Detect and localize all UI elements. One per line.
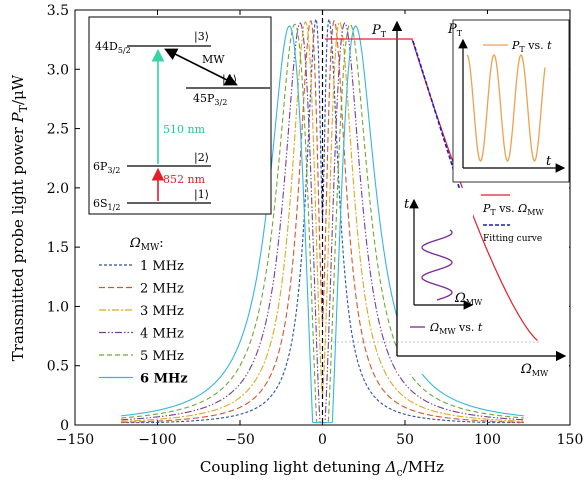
- ket-1: |1⟩: [194, 188, 209, 202]
- inset-fit-label: Fitting curve: [483, 234, 542, 244]
- legend-label: 3 MHz: [140, 304, 184, 319]
- y-axis-label: Transmitted probe light power PT/μW: [9, 74, 30, 361]
- y-tick-label: 3.0: [47, 62, 69, 78]
- transition-510: 510 nm: [163, 123, 206, 136]
- inset-top-y-label: PT: [447, 22, 463, 38]
- legend-title: ΩMW:: [129, 236, 164, 253]
- level-label-45P: 45P3/2: [193, 92, 227, 107]
- inset-top-x-label: t: [546, 154, 552, 169]
- y-tick-label: 0: [60, 418, 69, 434]
- ket-2: |2⟩: [194, 151, 209, 165]
- ket-3: |3⟩: [194, 30, 209, 44]
- ket-4: |4⟩: [222, 73, 237, 87]
- inset-top-legend-label: PT vs. t: [511, 39, 552, 54]
- legend-label: 4 MHz: [140, 327, 184, 342]
- legend-label: 5 MHz: [140, 349, 184, 364]
- inset-pt-vs-t: PT t PT vs. t: [447, 19, 570, 183]
- inset-x-label: ΩMW: [520, 362, 549, 378]
- inset-bottom-legend-label: ΩMW vs. t: [429, 321, 483, 336]
- legend-label: 6 MHz: [140, 372, 188, 387]
- y-tick-label: 1.0: [47, 299, 69, 315]
- inset-bottom-y-label: t: [404, 197, 410, 212]
- inset-y-label: PT: [371, 23, 387, 39]
- inset-top-curve: [466, 54, 546, 162]
- mw-arrow: [164, 48, 238, 86]
- x-tick-label: 100: [474, 432, 501, 448]
- y-tick-label: 2.5: [47, 122, 69, 138]
- y-tick-label: 0.5: [47, 359, 69, 375]
- legend: ΩMW: 1 MHz 2 MHz 3 MHz 4 MHz 5 MHz 6 MHz: [99, 236, 188, 387]
- x-axis-label: Coupling light detuning Δc/MHz: [200, 458, 444, 479]
- transition-852: 852 nm: [163, 173, 206, 186]
- transition-mw: MW: [202, 53, 225, 66]
- energy-level-inset: 44D5/2 45P3/2 6P3/2 6S1/2 |3⟩ |4⟩ |2⟩ |1…: [88, 16, 272, 215]
- level-label-6S: 6S1/2: [93, 197, 120, 212]
- level-label-6P: 6P3/2: [93, 160, 120, 175]
- x-tick-label: −50: [225, 432, 255, 448]
- series-line: [121, 19, 524, 423]
- level-label-44D: 44D5/2: [95, 40, 131, 55]
- x-tick-label: 150: [557, 432, 584, 448]
- inset-curve-label: PT vs. ΩMW: [482, 202, 544, 217]
- legend-label: 1 MHz: [140, 259, 184, 274]
- y-tick-label: 2.0: [47, 181, 69, 197]
- inset-pt-curve: [325, 38, 538, 341]
- y-tick-label: 1.5: [47, 240, 69, 256]
- x-tick-label: 0: [318, 432, 327, 448]
- x-tick-label: −150: [56, 432, 94, 448]
- x-tick-label: −100: [138, 432, 176, 448]
- legend-label: 2 MHz: [140, 282, 184, 297]
- inset-omega-vs-t: t ΩMW ΩMW vs. t: [404, 188, 483, 336]
- inset-bottom-curve: [421, 229, 453, 301]
- x-tick-label: 50: [396, 432, 414, 448]
- inset-bottom-x-label: ΩMW: [454, 291, 483, 307]
- y-tick-label: 3.5: [47, 3, 69, 19]
- ticks: −150 −100 −50 0 50 100 150 0 0.5 1.0 1.5 2.0 2.5 3.0 3…: [47, 3, 584, 448]
